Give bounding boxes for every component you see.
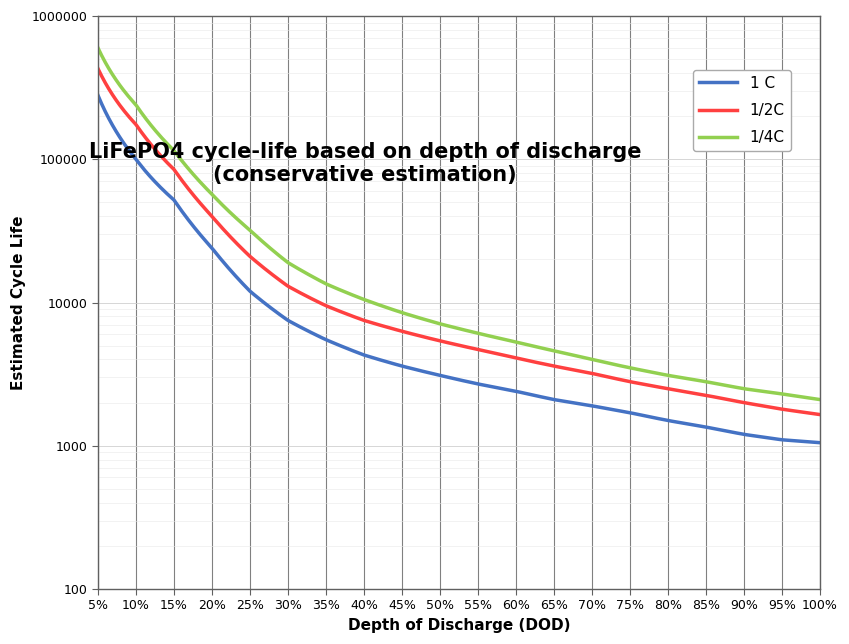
Line: 1 C: 1 C — [98, 95, 820, 442]
1/2C — [221, 228, 231, 236]
1/2C — [519, 355, 529, 363]
Line: 1/2C: 1/2C — [98, 69, 820, 415]
1 C — [637, 412, 647, 419]
1/2C — [815, 411, 825, 419]
Y-axis label: Estimated Cycle Life: Estimated Cycle Life — [11, 215, 26, 390]
1/4C — [637, 366, 647, 374]
1/4C — [278, 255, 289, 263]
1/4C — [93, 44, 103, 52]
1 C — [419, 368, 430, 375]
Text: LiFePO4 cycle-life based on depth of discharge
(conservative estimation): LiFePO4 cycle-life based on depth of dis… — [89, 142, 641, 185]
1/2C — [575, 367, 585, 375]
1 C — [93, 91, 103, 99]
1/2C — [93, 65, 103, 73]
Line: 1/4C: 1/4C — [98, 48, 820, 399]
Legend: 1 C, 1/2C, 1/4C: 1 C, 1/2C, 1/4C — [693, 70, 790, 151]
1/4C — [815, 395, 825, 403]
1/2C — [637, 380, 647, 388]
1 C — [221, 261, 231, 269]
X-axis label: Depth of Discharge (DOD): Depth of Discharge (DOD) — [348, 618, 571, 633]
1/4C — [519, 340, 529, 348]
1/4C — [575, 353, 585, 361]
1/4C — [221, 204, 231, 212]
1 C — [575, 400, 585, 408]
1 C — [815, 439, 825, 446]
1/4C — [419, 316, 430, 323]
1/2C — [278, 279, 289, 287]
1/2C — [419, 333, 430, 341]
1 C — [519, 389, 529, 397]
1 C — [278, 314, 289, 321]
